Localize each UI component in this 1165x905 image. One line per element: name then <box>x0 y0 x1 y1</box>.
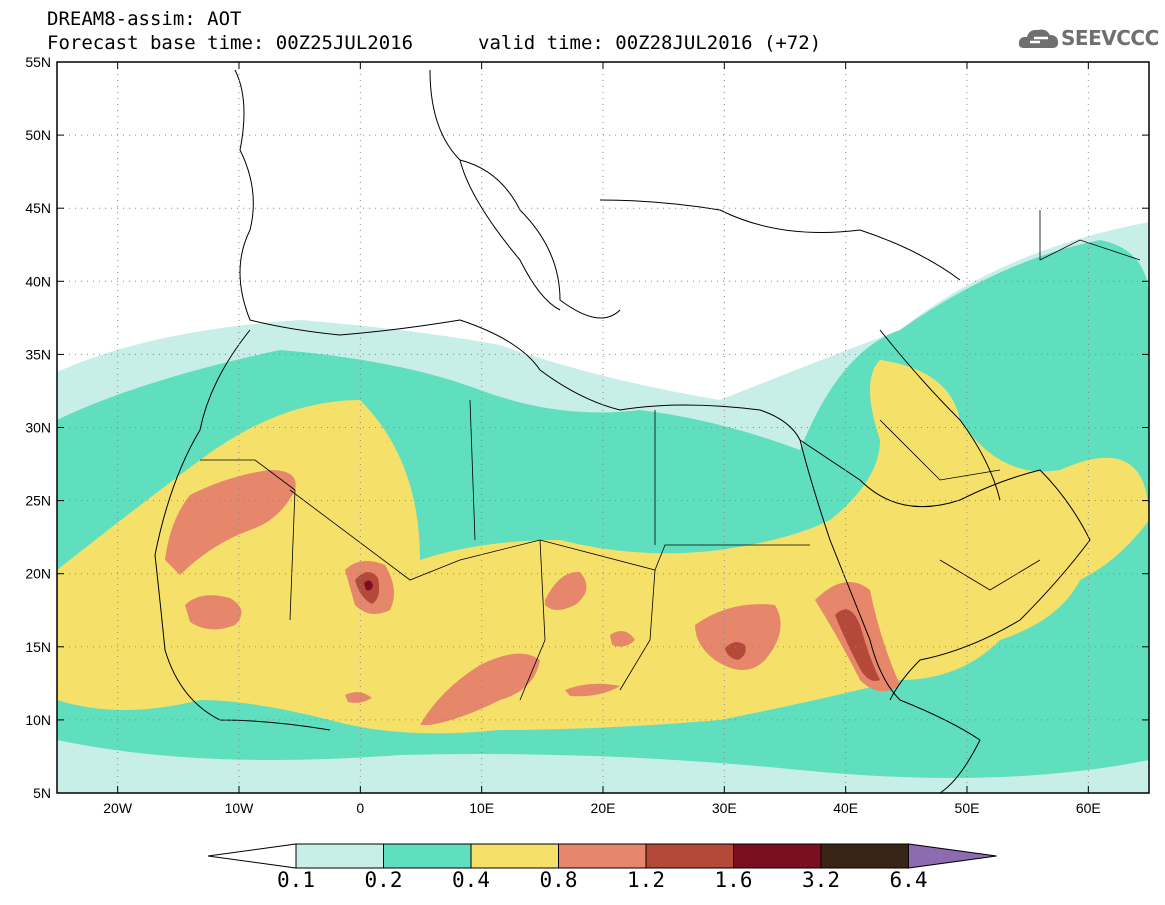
colorbar-label: 0.1 <box>277 868 315 892</box>
map-title: DREAM8-assim: AOT <box>47 8 242 30</box>
logo-text: SEEVCCC <box>1061 26 1159 50</box>
lon-label: 10W <box>225 800 255 816</box>
colorbar-label: 0.8 <box>539 868 578 892</box>
colorbar-over-triangle <box>908 843 997 869</box>
colorbar-label: 1.6 <box>714 868 753 892</box>
aot-map: 20W 10W 0 10E 20E 30E 40E 50E 60E 55N 50N 45N 40N 35… <box>25 54 1150 816</box>
lat-label: 35N <box>25 346 51 362</box>
lat-label: 30N <box>25 420 51 436</box>
lon-label: 20E <box>591 800 616 816</box>
aot-band-0.8 <box>165 470 296 575</box>
lon-label: 60E <box>1076 800 1101 816</box>
colorbar-segment <box>558 843 647 869</box>
forecast-base-time: Forecast base time: 00Z25JUL2016 <box>47 32 414 54</box>
lat-label: 5N <box>33 785 51 801</box>
colorbar-segment <box>645 843 734 869</box>
lon-label: 50E <box>955 800 980 816</box>
colorbar-segment <box>295 843 384 869</box>
lat-label: 45N <box>25 200 51 216</box>
colorbar <box>207 843 997 869</box>
colorbar-segment <box>383 843 472 869</box>
aot-band-0.8 <box>420 653 540 725</box>
colorbar-label: 1.2 <box>627 868 665 892</box>
colorbar-segment <box>733 843 822 869</box>
longitude-labels: 20W 10W 0 10E 20E 30E 40E 50E 60E <box>103 800 1101 816</box>
colorbar-label: 3.2 <box>802 868 840 892</box>
aot-band-1.2 <box>835 609 880 681</box>
colorbar-segment <box>820 843 909 869</box>
latitude-labels: 55N 50N 45N 40N 35N 30N 25N 20N 15N 10N 5N <box>25 54 51 801</box>
cloud-icon <box>1018 29 1059 48</box>
axis-ticks <box>57 61 1149 794</box>
aot-band-0.8 <box>610 631 635 647</box>
valid-time: valid time: 00Z28JUL2016 (+72) <box>478 32 822 54</box>
aot-band-0.8 <box>695 604 781 670</box>
colorbar-under-triangle <box>207 843 297 869</box>
colorbar-segment <box>470 843 559 869</box>
lat-label: 40N <box>25 273 51 289</box>
lat-label: 20N <box>25 566 51 582</box>
lat-label: 15N <box>25 639 51 655</box>
colorbar-label: 6.4 <box>889 868 928 892</box>
aot-band-0.8 <box>185 595 242 630</box>
borders <box>200 210 1141 701</box>
lon-label: 30E <box>712 800 737 816</box>
lat-label: 25N <box>25 493 51 509</box>
aot-band-0.8 <box>565 683 620 697</box>
colorbar-label: 0.4 <box>452 868 490 892</box>
colorbar-label: 0.2 <box>364 868 403 892</box>
lon-label: 0 <box>356 800 364 816</box>
lat-label: 10N <box>25 712 51 728</box>
lat-label: 50N <box>25 127 51 143</box>
aot-band-0.8 <box>345 692 372 703</box>
aot-field <box>57 222 1149 793</box>
coastlines <box>154 69 1091 793</box>
aot-band-1.2 <box>725 642 746 660</box>
aot-band-0.8 <box>545 571 587 610</box>
lat-lon-grid <box>57 62 1149 793</box>
lon-label: 20W <box>103 800 133 816</box>
lon-label: 40E <box>833 800 858 816</box>
aot-band-1.6 <box>364 580 373 591</box>
lat-label: 55N <box>25 54 51 70</box>
lon-label: 10E <box>469 800 494 816</box>
